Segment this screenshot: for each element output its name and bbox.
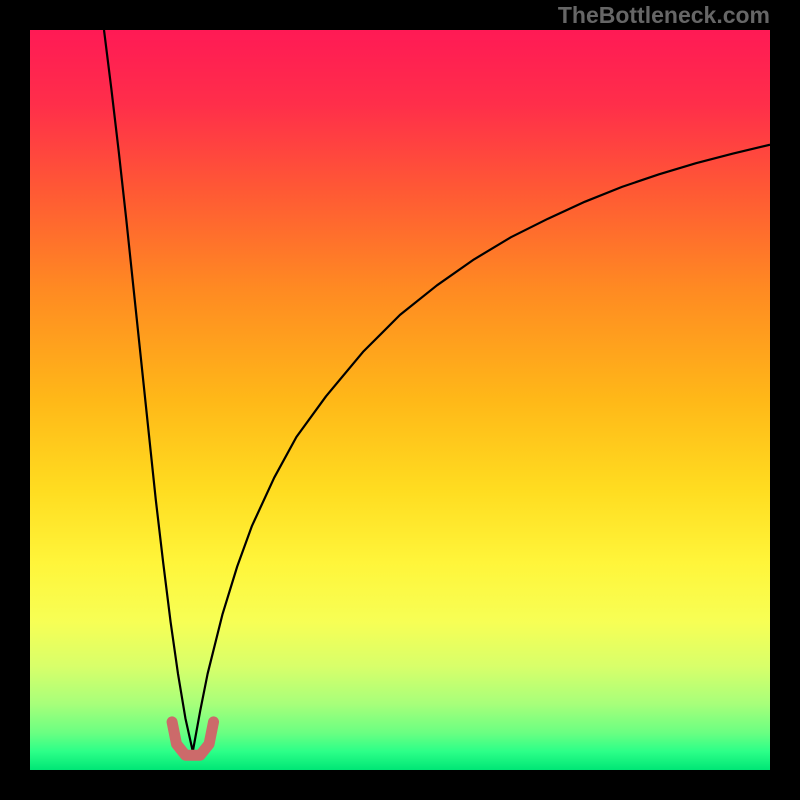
chart-stage: TheBottleneck.com	[0, 0, 800, 800]
plot-area	[30, 30, 770, 770]
watermark-text: TheBottleneck.com	[558, 2, 770, 29]
chart-svg	[30, 30, 770, 770]
gradient-background	[30, 30, 770, 770]
